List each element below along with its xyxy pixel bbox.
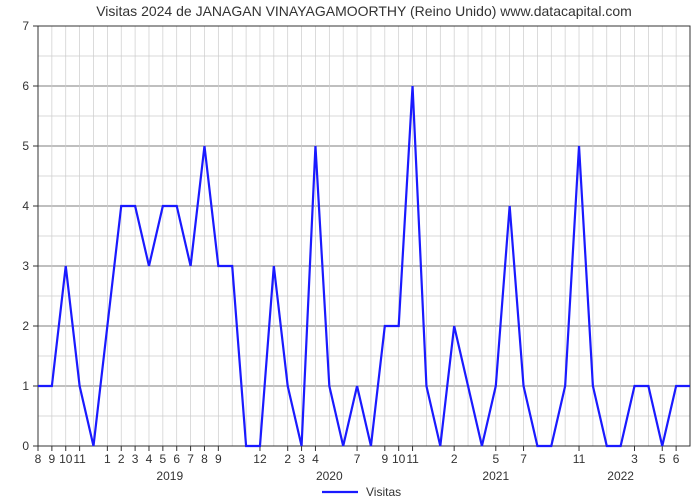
x-month-label: 4 (312, 452, 319, 466)
x-month-label: 5 (492, 452, 499, 466)
x-month-label: 9 (49, 452, 56, 466)
x-month-label: 3 (631, 452, 638, 466)
x-month-label: 11 (406, 452, 419, 466)
x-month-label: 7 (354, 452, 361, 466)
x-month-label: 9 (215, 452, 222, 466)
x-year-label: 2020 (316, 469, 343, 483)
x-month-label: 11 (573, 452, 586, 466)
x-month-label: 2 (451, 452, 458, 466)
y-tick-label: 0 (22, 439, 29, 453)
y-tick-label: 6 (22, 79, 29, 93)
chart-title: Visitas 2024 de JANAGAN VINAYAGAMOORTHY … (96, 3, 632, 19)
x-month-label: 2 (284, 452, 291, 466)
x-month-label: 6 (173, 452, 180, 466)
y-tick-label: 7 (22, 19, 29, 33)
x-month-label: 3 (298, 452, 305, 466)
x-month-label: 10 (59, 452, 73, 466)
legend-label: Visitas (366, 485, 401, 499)
visits-chart: Visitas 2024 de JANAGAN VINAYAGAMOORTHY … (0, 0, 700, 500)
x-month-label: 11 (73, 452, 86, 466)
y-tick-label: 1 (22, 379, 29, 393)
x-year-label: 2019 (156, 469, 183, 483)
y-tick-label: 2 (22, 319, 29, 333)
y-tick-label: 4 (22, 199, 29, 213)
x-month-label: 6 (673, 452, 680, 466)
x-month-label: 2 (118, 452, 125, 466)
y-tick-label: 5 (22, 139, 29, 153)
x-month-label: 9 (381, 452, 388, 466)
x-month-label: 7 (520, 452, 527, 466)
x-month-label: 8 (35, 452, 42, 466)
x-year-label: 2021 (482, 469, 509, 483)
x-month-label: 5 (160, 452, 167, 466)
x-month-label: 4 (146, 452, 153, 466)
x-year-label: 2022 (607, 469, 634, 483)
y-tick-label: 3 (22, 259, 29, 273)
x-month-label: 12 (253, 452, 267, 466)
x-month-label: 3 (132, 452, 139, 466)
x-month-label: 7 (187, 452, 194, 466)
x-month-label: 8 (201, 452, 208, 466)
x-month-label: 1 (104, 452, 111, 466)
x-month-label: 5 (659, 452, 666, 466)
x-month-label: 10 (392, 452, 406, 466)
